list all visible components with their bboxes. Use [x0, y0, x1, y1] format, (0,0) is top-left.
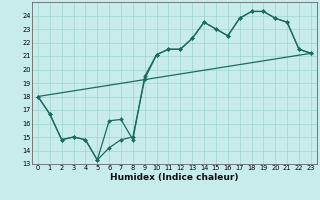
X-axis label: Humidex (Indice chaleur): Humidex (Indice chaleur) [110, 173, 239, 182]
